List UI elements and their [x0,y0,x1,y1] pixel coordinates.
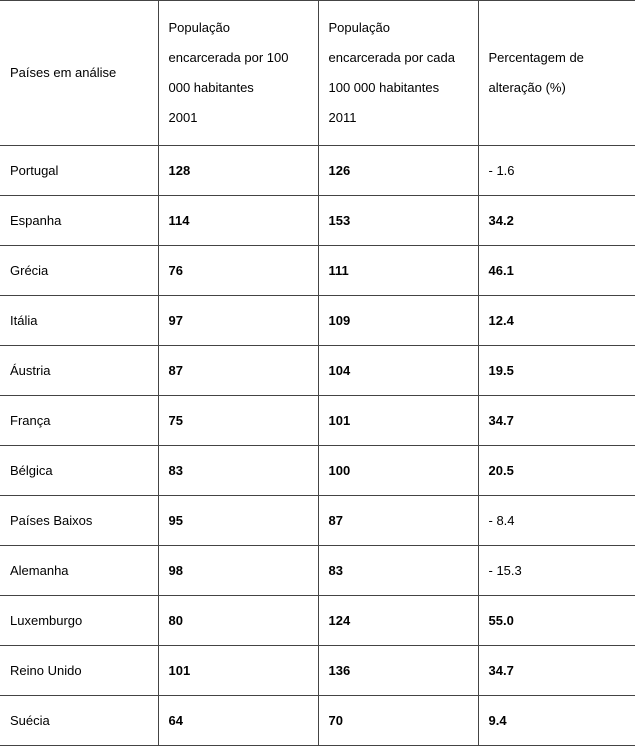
cell-country: Portugal [0,146,158,196]
cell-2001: 98 [158,546,318,596]
cell-2011: 87 [318,496,478,546]
cell-2011: 100 [318,446,478,496]
header-text: encarcerada por 100 [169,43,308,73]
header-text: 100 000 habitantes [329,73,468,103]
cell-2001: 75 [158,396,318,446]
header-text: 2011 [329,103,468,133]
cell-pct: 9.4 [478,696,635,746]
table-row: Bélgica8310020.5 [0,446,635,496]
table-header-row: Países em análise População encarcerada … [0,1,635,146]
cell-2001: 80 [158,596,318,646]
cell-pct: 46.1 [478,246,635,296]
cell-2001: 101 [158,646,318,696]
cell-2001: 95 [158,496,318,546]
cell-2001: 76 [158,246,318,296]
cell-2011: 153 [318,196,478,246]
cell-2011: 109 [318,296,478,346]
cell-pct: 34.2 [478,196,635,246]
table-row: Espanha11415334.2 [0,196,635,246]
cell-country: Bélgica [0,446,158,496]
table-row: Alemanha9883- 15.3 [0,546,635,596]
table-row: Áustria8710419.5 [0,346,635,396]
cell-2001: 87 [158,346,318,396]
cell-country: Luxemburgo [0,596,158,646]
col-header-2011: População encarcerada por cada 100 000 h… [318,1,478,146]
cell-pct: - 15.3 [478,546,635,596]
cell-pct: - 1.6 [478,146,635,196]
cell-country: França [0,396,158,446]
col-header-countries: Países em análise [0,1,158,146]
cell-2011: 101 [318,396,478,446]
cell-2001: 128 [158,146,318,196]
table-body: Portugal128126- 1.6Espanha11415334.2Gréc… [0,146,635,746]
header-text: Percentagem de [489,43,626,73]
header-text: População [169,13,308,43]
cell-pct: 20.5 [478,446,635,496]
table-row: Reino Unido10113634.7 [0,646,635,696]
table-row: Itália9710912.4 [0,296,635,346]
cell-2001: 64 [158,696,318,746]
cell-pct: - 8.4 [478,496,635,546]
cell-pct: 55.0 [478,596,635,646]
header-text: 2001 [169,103,308,133]
cell-pct: 34.7 [478,396,635,446]
header-text: encarcerada por cada [329,43,468,73]
cell-country: Áustria [0,346,158,396]
cell-country: Suécia [0,696,158,746]
header-text: 000 habitantes [169,73,308,103]
cell-country: Reino Unido [0,646,158,696]
cell-country: Itália [0,296,158,346]
cell-2001: 83 [158,446,318,496]
cell-2011: 124 [318,596,478,646]
cell-pct: 34.7 [478,646,635,696]
cell-2011: 126 [318,146,478,196]
table-row: Países Baixos9587- 8.4 [0,496,635,546]
table-row: Suécia64709.4 [0,696,635,746]
cell-2011: 70 [318,696,478,746]
header-text: alteração (%) [489,73,626,103]
table-row: França7510134.7 [0,396,635,446]
cell-pct: 19.5 [478,346,635,396]
cell-2001: 97 [158,296,318,346]
table-row: Portugal128126- 1.6 [0,146,635,196]
cell-country: Alemanha [0,546,158,596]
table-row: Luxemburgo8012455.0 [0,596,635,646]
cell-2011: 111 [318,246,478,296]
prison-population-table: Países em análise População encarcerada … [0,0,635,746]
col-header-pct: Percentagem de alteração (%) [478,1,635,146]
cell-pct: 12.4 [478,296,635,346]
cell-country: Espanha [0,196,158,246]
header-text: Países em análise [10,58,148,88]
col-header-2001: População encarcerada por 100 000 habita… [158,1,318,146]
header-text: População [329,13,468,43]
cell-2011: 104 [318,346,478,396]
cell-2001: 114 [158,196,318,246]
cell-country: Países Baixos [0,496,158,546]
cell-2011: 136 [318,646,478,696]
cell-2011: 83 [318,546,478,596]
table-row: Grécia7611146.1 [0,246,635,296]
cell-country: Grécia [0,246,158,296]
